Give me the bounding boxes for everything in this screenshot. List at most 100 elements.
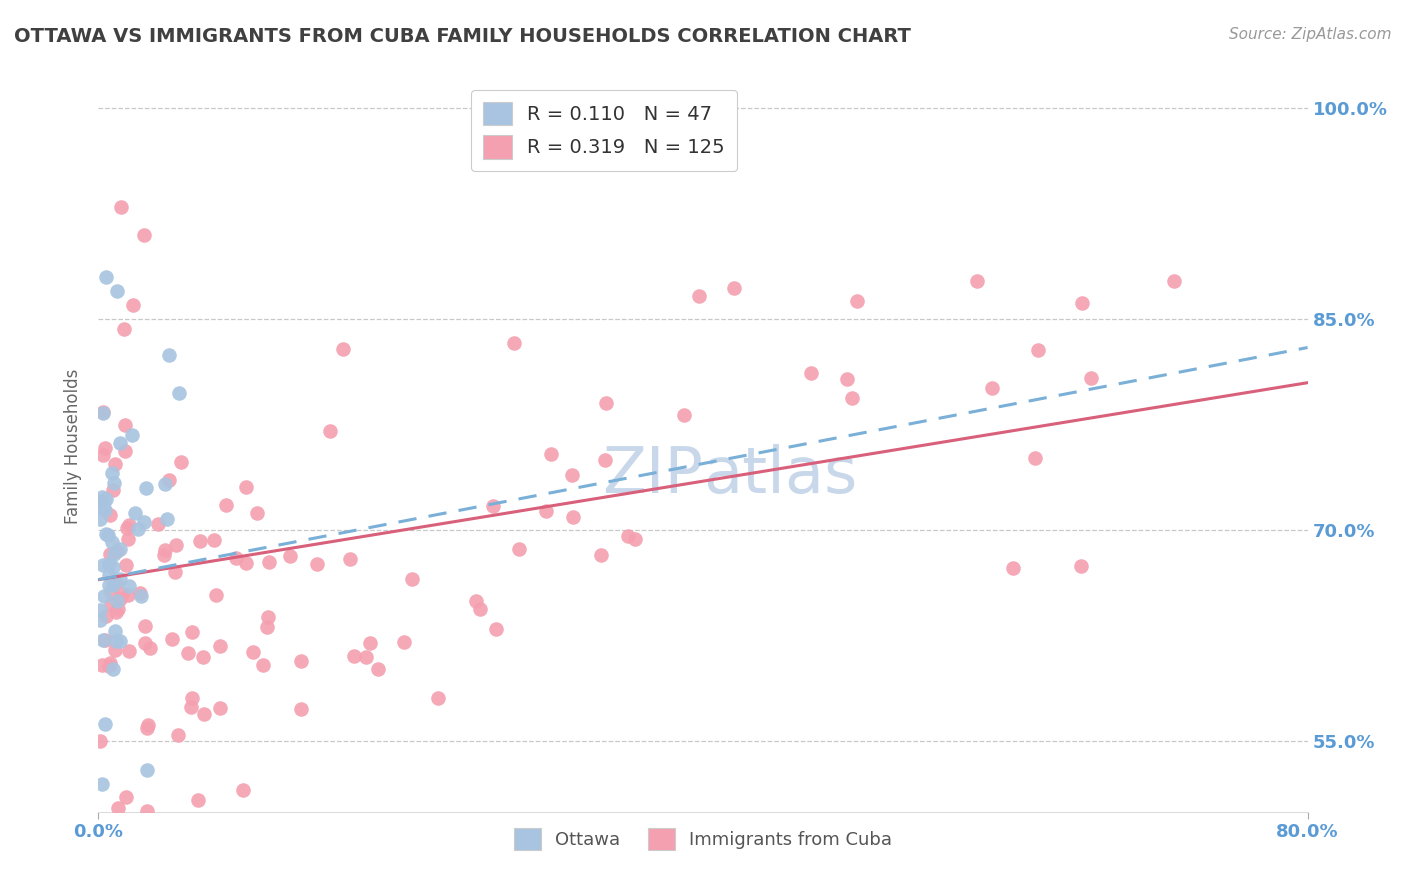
Point (225, 550, 247, 565)
Point (193, 707, 215, 722)
Point (91, 658, 114, 673)
Point (1026, 343, 1049, 357)
Point (160, 632, 183, 647)
Point (117, 588, 139, 602)
Point (468, 602, 491, 616)
Point (157, 348, 180, 362)
Point (91, 406, 114, 420)
Point (1024, 450, 1046, 465)
Point (122, 298, 145, 312)
Point (180, 690, 202, 705)
Point (257, 555, 280, 569)
Point (111, 587, 134, 601)
Point (136, 804, 159, 818)
Point (91, 490, 114, 504)
Point (105, 285, 128, 299)
Point (134, 515, 156, 529)
Point (121, 427, 143, 442)
Point (246, 506, 269, 520)
Point (134, 636, 156, 650)
Point (94, 716, 117, 731)
Point (269, 847, 291, 861)
Point (136, 718, 159, 732)
Point (180, 625, 202, 640)
Point (560, 468, 582, 483)
Point (100, 598, 122, 612)
Point (981, 381, 1004, 395)
Point (966, 274, 988, 288)
Point (593, 452, 616, 467)
Point (94, 889, 117, 892)
Point (115, 521, 138, 535)
Point (91, 558, 114, 572)
Point (89, 603, 111, 617)
Point (146, 516, 169, 531)
Point (191, 650, 214, 665)
Point (89, 512, 111, 526)
Point (101, 560, 124, 574)
Point (94, 526, 117, 541)
Point (846, 294, 869, 309)
Point (209, 701, 232, 715)
Point (100, 467, 122, 481)
Point (98, 656, 121, 670)
Point (343, 648, 366, 663)
Point (103, 483, 125, 497)
Point (108, 573, 131, 587)
Point (101, 847, 124, 861)
Point (167, 385, 190, 400)
Point (215, 498, 238, 512)
Point (367, 662, 389, 676)
Point (1080, 371, 1102, 385)
Point (208, 889, 231, 892)
Point (94, 608, 117, 623)
Point (485, 623, 508, 637)
Point (112, 322, 135, 336)
Point (108, 542, 131, 557)
Point (392, 635, 415, 649)
Point (401, 572, 423, 586)
Text: 80.0%: 80.0% (1277, 823, 1339, 841)
Point (235, 556, 257, 570)
Point (124, 506, 146, 520)
Point (115, 789, 138, 804)
Point (93, 633, 115, 648)
Point (508, 542, 530, 557)
Point (104, 643, 127, 657)
Point (159, 473, 181, 487)
Point (153, 542, 176, 557)
Point (105, 594, 128, 608)
Point (117, 517, 139, 532)
Point (256, 620, 278, 634)
Point (360, 636, 382, 650)
Point (167, 728, 190, 742)
Point (561, 509, 583, 524)
Point (103, 475, 125, 490)
Point (100, 585, 122, 599)
Point (135, 721, 157, 735)
Point (98, 508, 121, 522)
Point (290, 654, 312, 668)
Text: OTTAWA VS IMMIGRANTS FROM CUBA FAMILY HOUSEHOLDS CORRELATION CHART: OTTAWA VS IMMIGRANTS FROM CUBA FAMILY HO… (14, 27, 911, 45)
Point (115, 558, 138, 573)
Point (356, 649, 378, 664)
Point (540, 448, 562, 462)
Point (110, 200, 132, 214)
Point (129, 589, 152, 603)
Point (98, 659, 121, 673)
Point (257, 610, 280, 624)
Text: 0.0%: 0.0% (73, 823, 124, 841)
Point (103, 547, 125, 561)
Point (155, 477, 177, 491)
Point (114, 444, 136, 458)
Point (90, 776, 112, 790)
Point (723, 281, 745, 295)
Point (108, 436, 131, 450)
Point (339, 552, 361, 566)
Point (235, 480, 257, 494)
Point (132, 227, 155, 242)
Point (534, 504, 557, 518)
Point (481, 499, 503, 513)
Point (165, 538, 187, 552)
Point (117, 532, 139, 546)
